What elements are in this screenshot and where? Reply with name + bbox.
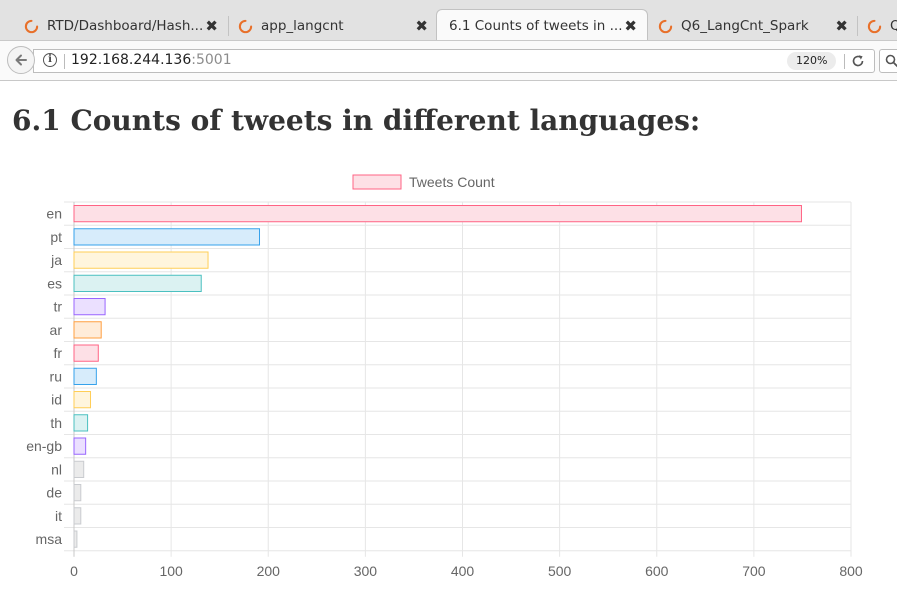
- loading-spinner-icon: [658, 19, 673, 34]
- bar-en-gb: [73, 437, 87, 455]
- address-bar[interactable]: i 192.168.244.136:5001 120%: [33, 49, 875, 73]
- tab-separator: [228, 16, 229, 36]
- url-host: 192.168.244.136: [71, 52, 192, 68]
- x-tick-label: 600: [645, 563, 669, 579]
- tab-app-langcnt[interactable]: app_langcnt ✖: [228, 12, 438, 40]
- tab-strip: RTD/Dashboard/Hash... ✖ app_langcnt ✖ 6.…: [0, 0, 897, 41]
- bar-nl: [73, 460, 85, 478]
- y-tick-label: ru: [50, 368, 62, 384]
- y-axis-labels: en pt ja es tr ar fr ru id th en-gb nl de it msa: [26, 206, 62, 548]
- site-info-icon[interactable]: i: [43, 53, 57, 67]
- y-tick-label: msa: [36, 531, 63, 547]
- loading-spinner-icon: [867, 19, 882, 34]
- tab-counts-of-tweets[interactable]: 6.1 Counts of tweets in ... ✖: [436, 9, 648, 40]
- bar-it: [73, 507, 82, 525]
- x-tick-label: 300: [354, 563, 378, 579]
- url-port: :5001: [191, 52, 232, 68]
- y-tick-label: th: [50, 415, 62, 431]
- tab-q6-langcnt-spark[interactable]: Q6_LangCnt_Spark ✖: [648, 12, 858, 40]
- tab-title: Q6_LangCnt_Spark: [681, 18, 809, 34]
- x-tick-label: 100: [159, 563, 183, 579]
- chart-grid: [64, 201, 852, 557]
- bar-th: [73, 414, 89, 432]
- y-tick-label: pt: [50, 229, 62, 245]
- legend-swatch: [352, 174, 402, 190]
- tab-close-icon[interactable]: ✖: [835, 17, 848, 35]
- tab-close-icon[interactable]: ✖: [624, 16, 637, 35]
- bar-ru: [73, 367, 97, 385]
- y-tick-label: fr: [53, 345, 62, 361]
- bar-ja: [73, 251, 209, 269]
- y-tick-label: tr: [53, 299, 62, 315]
- tab-q-partial[interactable]: Q: [857, 12, 897, 40]
- tab-title: 6.1 Counts of tweets in ...: [449, 17, 623, 34]
- x-tick-label: 400: [451, 563, 475, 579]
- tab-title: RTD/Dashboard/Hash...: [47, 18, 204, 34]
- zoom-level-indicator[interactable]: 120%: [787, 52, 837, 70]
- tab-title: Q: [890, 18, 897, 34]
- y-tick-label: nl: [51, 461, 62, 477]
- divider: [844, 54, 845, 69]
- bar-ar: [73, 321, 102, 339]
- tab-close-icon[interactable]: ✖: [205, 17, 218, 35]
- bar-de: [73, 484, 82, 502]
- bar-pt: [73, 228, 261, 246]
- y-tick-label: en-gb: [26, 438, 62, 454]
- search-box[interactable]: [879, 49, 897, 73]
- tab-rtd-dashboard[interactable]: RTD/Dashboard/Hash... ✖: [14, 12, 228, 40]
- y-tick-label: en: [46, 206, 62, 222]
- x-axis-labels: 0 100 200 300 400 500 600 700 800: [70, 563, 863, 579]
- y-tick-label: ja: [50, 252, 62, 268]
- chart-legend[interactable]: Tweets Count: [352, 174, 495, 190]
- legend-label: Tweets Count: [409, 174, 495, 190]
- page-title: 6.1 Counts of tweets in different langua…: [12, 104, 701, 137]
- bar-id: [73, 391, 92, 409]
- tab-separator: [857, 16, 858, 36]
- x-tick-label: 700: [742, 563, 766, 579]
- x-tick-label: 200: [257, 563, 281, 579]
- url-text[interactable]: 192.168.244.136:5001: [71, 52, 232, 68]
- x-tick-label: 500: [548, 563, 572, 579]
- y-tick-label: es: [47, 275, 62, 291]
- y-tick-label: de: [46, 485, 62, 501]
- y-tick-label: it: [55, 508, 62, 524]
- bar-fr: [73, 344, 99, 362]
- x-tick-label: 800: [839, 563, 863, 579]
- tab-close-icon[interactable]: ✖: [415, 17, 428, 35]
- y-tick-label: id: [51, 392, 62, 408]
- loading-spinner-icon: [238, 19, 253, 34]
- bar-es: [73, 274, 202, 292]
- bar-tr: [73, 298, 106, 316]
- back-arrow-icon: [15, 54, 27, 66]
- navigation-toolbar: i 192.168.244.136:5001 120%: [0, 41, 897, 81]
- y-tick-label: ar: [50, 322, 63, 338]
- x-tick-label: 0: [70, 563, 78, 579]
- search-icon: [885, 54, 897, 68]
- bar-en: [73, 205, 802, 223]
- chart-bars: [73, 205, 802, 548]
- tweets-by-language-bar-chart: Tweets Count en pt ja es tr ar fr ru id th en-gb nl…: [26, 174, 863, 579]
- divider: [64, 54, 65, 69]
- reload-icon[interactable]: [850, 53, 866, 69]
- back-button[interactable]: [7, 46, 35, 74]
- bar-msa: [73, 530, 78, 548]
- tab-title: app_langcnt: [261, 18, 344, 34]
- loading-spinner-icon: [24, 19, 39, 34]
